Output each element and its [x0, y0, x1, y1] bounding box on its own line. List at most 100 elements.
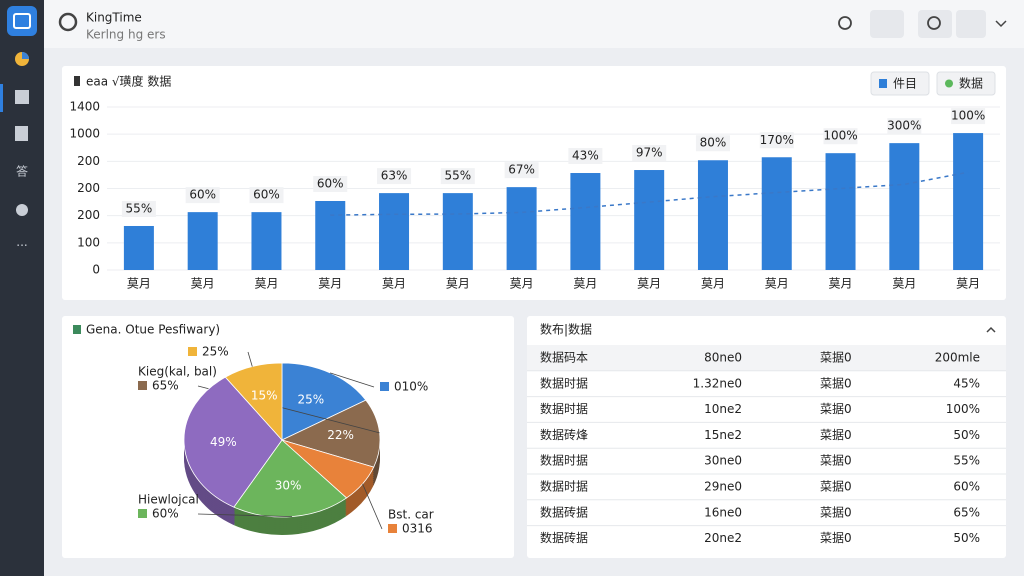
trend-line — [330, 171, 969, 216]
callout-swatch — [138, 381, 147, 390]
brand-icon — [58, 12, 78, 32]
bar-annotation: 67% — [508, 163, 535, 177]
bar-annotation-bg — [440, 168, 475, 185]
pie-title: Gena. Otue Pesfiwary) — [86, 323, 220, 337]
nav-users[interactable] — [15, 90, 29, 104]
bar-annotation: 55% — [444, 169, 471, 183]
table-cell: 60% — [953, 480, 980, 494]
pie-slice — [281, 362, 367, 441]
callout-swatch — [388, 524, 397, 533]
bar-annotation: 300% — [887, 119, 921, 133]
bar-annotation-bg — [121, 200, 156, 217]
table-cell: 菜据0 — [820, 402, 852, 416]
bar-annotation-bg — [504, 162, 539, 179]
bar — [825, 153, 856, 270]
legend-item[interactable] — [870, 71, 930, 96]
bar-annotation: 55% — [126, 201, 153, 215]
bar-annotation-bg — [377, 168, 412, 185]
search-button[interactable] — [838, 16, 852, 30]
find-button[interactable] — [918, 10, 952, 38]
bar-annotation-bg — [823, 128, 858, 145]
bar — [634, 170, 665, 270]
table-cell: 数据砖据 — [540, 504, 588, 519]
bar-annotation: 170% — [760, 133, 794, 147]
logo-glyph — [13, 13, 31, 29]
callout-text: 60% — [152, 507, 179, 521]
table-cell: 菜据0 — [820, 454, 852, 468]
table-cell: 数据时据 — [540, 375, 588, 390]
callout-text: 25% — [202, 345, 229, 359]
bar — [761, 157, 792, 270]
collapse-button[interactable] — [986, 326, 996, 333]
nav-chart-part — [22, 52, 29, 59]
table-cell: 菜据0 — [820, 428, 852, 442]
slice-label: 15% — [251, 388, 278, 402]
legend-label: 件目 — [893, 77, 917, 91]
table-cell: 200mle — [935, 351, 980, 365]
y-tick-label: 200 — [77, 208, 100, 222]
pie-slice — [183, 376, 283, 508]
table-cell: 45% — [953, 376, 980, 390]
legend-item[interactable] — [936, 71, 996, 96]
x-tick-label: 莫月 — [382, 277, 406, 291]
y-tick-label: 1400 — [69, 100, 100, 114]
list-button[interactable] — [870, 10, 904, 38]
table-cell: 55% — [953, 454, 980, 468]
callout-swatch — [188, 347, 197, 356]
callout-text: Kieg(kal, bal) — [138, 365, 217, 379]
x-tick-label: 莫月 — [956, 277, 980, 291]
y-tick-label: 100 — [77, 235, 100, 249]
callout-text: Hiewlojcal — [138, 493, 199, 507]
y-tick-label: 200 — [77, 181, 100, 195]
slice-label: 49% — [210, 435, 237, 449]
nav-more[interactable]: ··· — [16, 239, 27, 253]
y-tick-label: 1000 — [69, 127, 100, 141]
bar-annotation: 97% — [636, 146, 663, 160]
table-cell: 15ne2 — [704, 428, 742, 442]
table-header-bg — [527, 345, 1006, 371]
bar — [187, 212, 218, 270]
bar-annotation-bg — [759, 132, 794, 149]
nav-settings[interactable] — [16, 204, 28, 216]
bar-title: eaa √璜度 数据 — [86, 74, 171, 89]
table-cell: 50% — [953, 531, 980, 545]
y-tick-label: 200 — [77, 154, 100, 168]
table-card — [527, 316, 1006, 558]
legend-label: 数据 — [959, 76, 983, 91]
callout-line — [247, 351, 253, 367]
y-tick-label: 0 — [92, 263, 100, 277]
nav-active — [0, 84, 3, 112]
x-tick-label: 莫月 — [573, 277, 597, 291]
table-cell: 数据砖烽 — [540, 427, 588, 442]
edit-button[interactable] — [956, 10, 986, 38]
table-cell: 20ne2 — [704, 531, 742, 545]
bar — [506, 187, 537, 270]
callout-line — [197, 513, 293, 517]
table-cell: 数据时据 — [540, 453, 588, 468]
bar — [315, 200, 346, 270]
x-tick-label: 莫月 — [318, 277, 342, 291]
nav-docs[interactable] — [15, 126, 28, 141]
table-cell: 16ne0 — [704, 505, 742, 519]
nav-answer[interactable]: 答 — [16, 164, 28, 179]
brand-title: KingTime — [86, 11, 142, 25]
table-cell: 菜据0 — [820, 531, 852, 545]
x-tick-label: 莫月 — [701, 277, 725, 291]
x-tick-label: 莫月 — [510, 277, 534, 291]
table-cell: 数据时据 — [540, 479, 588, 494]
bar — [251, 212, 282, 270]
callout-text: 65% — [152, 379, 179, 393]
callout-swatch — [380, 382, 389, 391]
bar-annotation: 43% — [572, 149, 599, 163]
table-cell: 菜据0 — [820, 480, 852, 494]
bar-annotation-bg — [568, 148, 603, 165]
legend-swatch — [945, 79, 953, 88]
table-cell: 菜据0 — [820, 376, 852, 390]
table-cell: 数据码本 — [540, 350, 588, 365]
bar-annotation: 63% — [381, 169, 408, 183]
menu-chevron[interactable] — [995, 20, 1007, 28]
bar — [697, 160, 728, 270]
app-logo[interactable] — [7, 6, 37, 36]
bar-annotation: 100% — [823, 129, 857, 143]
